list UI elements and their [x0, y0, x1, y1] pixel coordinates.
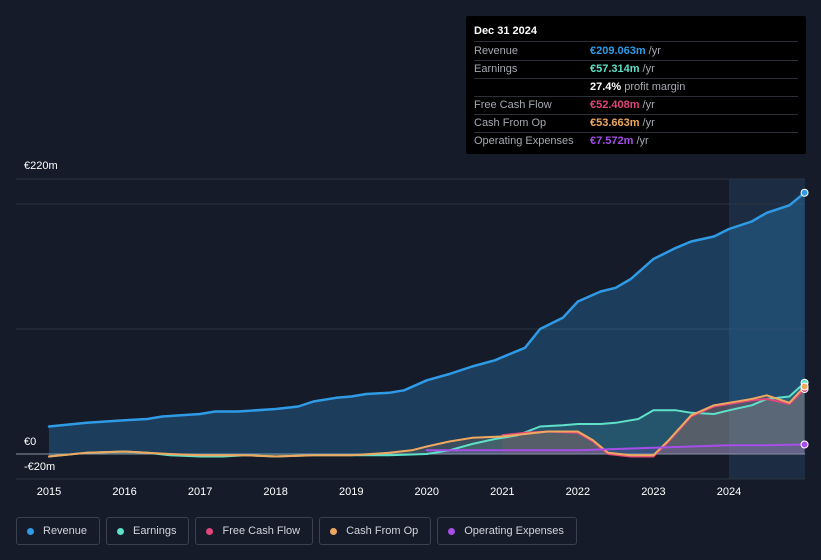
legend-dot-icon [448, 527, 456, 535]
end-dot-operating-expenses [800, 440, 809, 449]
x-tick-label: 2024 [717, 486, 741, 498]
x-tick-label: 2021 [490, 486, 514, 498]
tooltip-label: Free Cash Flow [474, 99, 552, 111]
tooltip-unit: /yr [636, 135, 649, 147]
legend-label: Operating Expenses [464, 525, 564, 537]
legend-item-earnings[interactable]: Earnings [106, 517, 190, 545]
end-dot-cash-from-op [800, 382, 809, 391]
tooltip-value: 27.4% [590, 81, 622, 93]
tooltip-row-operating-expenses: Operating Expenses €7.572m /yr [474, 133, 798, 150]
tooltip-value: €53.663m [590, 117, 640, 129]
tooltip-panel: Dec 31 2024 Revenue €209.063m /yr Earnin… [466, 16, 806, 154]
tooltip-value: €209.063m [590, 45, 646, 57]
tooltip-row-revenue: Revenue €209.063m /yr [474, 43, 798, 61]
line-revenue [47, 191, 806, 428]
tooltip-value: €57.314m [590, 63, 640, 75]
tooltip-label: Earnings [474, 63, 518, 75]
tooltip-label [474, 79, 590, 96]
area-revenue [49, 192, 805, 455]
legend-label: Revenue [43, 525, 88, 537]
line-earnings [48, 381, 806, 458]
tooltip-unit: /yr [642, 117, 655, 129]
x-tick-label: 2017 [188, 486, 212, 498]
tooltip-unit: profit margin [624, 81, 686, 93]
tooltip-date: Dec 31 2024 [474, 24, 798, 42]
series-end-dots [800, 188, 809, 449]
x-axis-labels: 2015 2016 2017 2018 2019 2020 2021 2022 2023 2024 [37, 486, 741, 498]
x-tick-label: 2019 [339, 486, 363, 498]
legend-dot-icon [206, 527, 214, 535]
legend-item-free-cash-flow[interactable]: Free Cash Flow [195, 517, 314, 545]
x-tick-label: 2023 [641, 486, 665, 498]
tooltip-row-cash-from-op: Cash From Op €53.663m /yr [474, 115, 798, 133]
legend-label: Earnings [133, 525, 177, 537]
legend-item-revenue[interactable]: Revenue [16, 517, 101, 545]
end-dot-revenue [800, 188, 809, 197]
tooltip-row-free-cash-flow: Free Cash Flow €52.408m /yr [474, 97, 798, 115]
tooltip-unit: /yr [642, 99, 655, 111]
x-tick-label: 2015 [37, 486, 61, 498]
x-tick-label: 2020 [415, 486, 439, 498]
legend-dot-icon [27, 527, 34, 535]
tooltip-row-earnings: Earnings €57.314m /yr [474, 61, 798, 79]
area-cash-from-op [49, 386, 805, 457]
tooltip-value: €7.572m [590, 135, 634, 147]
legend-label: Free Cash Flow [222, 525, 301, 537]
tooltip-label: Cash From Op [474, 117, 547, 129]
area-free-cash-flow [502, 389, 805, 457]
line-cash-from-op [48, 385, 806, 458]
tooltip-unit: /yr [648, 45, 661, 57]
legend-dot-icon [117, 527, 125, 535]
tooltip-value: €52.408m [590, 99, 640, 111]
y-axis-labels: €220m €0 -€20m [24, 160, 58, 473]
tooltip-unit: /yr [642, 63, 655, 75]
legend-item-cash-from-op[interactable]: Cash From Op [319, 517, 432, 545]
tooltip-row-profit-margin: 27.4% profit margin [474, 79, 798, 97]
x-tick-label: 2018 [263, 486, 287, 498]
legend-item-operating-expenses[interactable]: Operating Expenses [437, 517, 577, 545]
tooltip-label: Revenue [474, 45, 519, 57]
y-tick-label: -€20m [24, 461, 55, 473]
y-tick-label: €0 [24, 436, 36, 448]
x-tick-label: 2016 [112, 486, 136, 498]
chart-legend: Revenue Earnings Free Cash Flow Cash Fro… [16, 517, 577, 547]
line-operating-expenses [425, 443, 806, 452]
legend-dot-icon [330, 527, 338, 535]
tooltip-label: Operating Expenses [474, 135, 574, 147]
area-earnings [49, 382, 805, 457]
legend-label: Cash From Op [346, 525, 419, 537]
x-tick-label: 2022 [566, 486, 590, 498]
y-tick-label: €220m [24, 160, 58, 172]
series-lines [47, 191, 806, 458]
